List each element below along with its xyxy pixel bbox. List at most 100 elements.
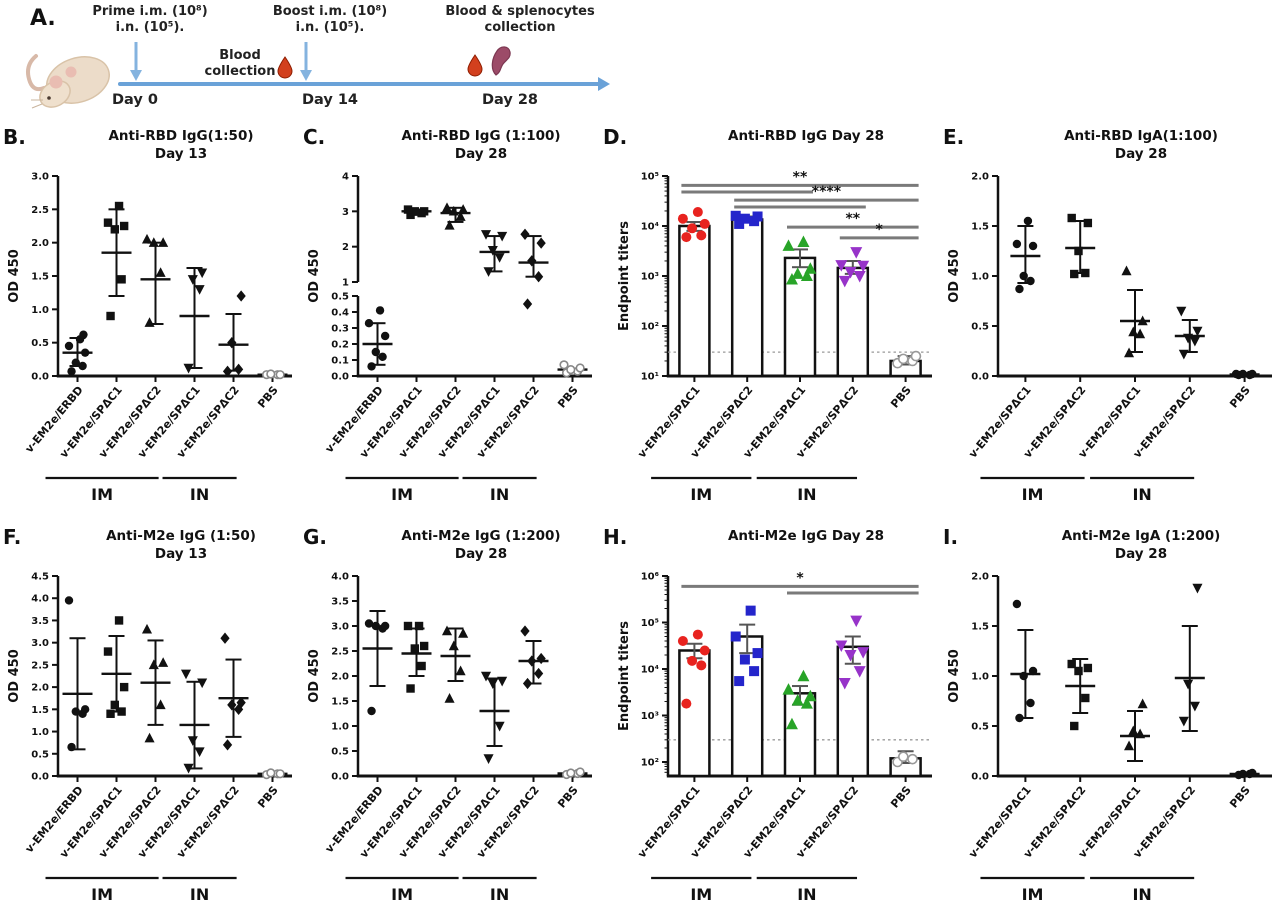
- svg-text:Endpoint titers: Endpoint titers: [617, 221, 632, 331]
- svg-text:1.5: 1.5: [971, 622, 989, 633]
- panel-g-svg: Anti-M2e IgG (1:200) Day 28 G. 0.0 0.5 1.0 1.5…: [303, 525, 592, 904]
- svg-text:IM: IM: [1022, 885, 1044, 904]
- svg-text:0.0: 0.0: [31, 772, 49, 783]
- svg-text:10⁴: 10⁴: [641, 222, 659, 233]
- svg-text:3.0: 3.0: [331, 622, 349, 633]
- svg-text:**: **: [845, 211, 860, 227]
- blood-drop-icon: [467, 54, 483, 77]
- panel-i-anti-m2e-iga-chart: Anti-M2e IgA (1:200) Day 28 I. 0.0 0.5 1.0 1.5…: [940, 522, 1280, 920]
- blood-drop-icon: [277, 56, 293, 79]
- svg-text:Anti-RBD IgG(1:50): Anti-RBD IgG(1:50): [108, 128, 253, 144]
- svg-text:IM: IM: [91, 885, 113, 904]
- svg-text:0.0: 0.0: [971, 372, 989, 383]
- day-28-label: Day 28: [481, 92, 539, 108]
- svg-text:IN: IN: [797, 485, 816, 504]
- panel-e-anti-rbd-iga-chart: Anti-RBD IgA(1:100) Day 28 E. 0.0 0.5 1.0 1.5 2…: [940, 122, 1280, 522]
- svg-text:OD 450: OD 450: [7, 249, 22, 303]
- svg-text:PBS: PBS: [255, 784, 281, 811]
- timeline-bar: [118, 82, 600, 86]
- panel-g-anti-m2e-igg-day28-chart: Anti-M2e IgG (1:200) Day 28 G. 0.0 0.5 1.0 1.5…: [300, 522, 600, 920]
- svg-text:Day 13: Day 13: [155, 146, 207, 162]
- svg-text:IN: IN: [797, 885, 816, 904]
- svg-text:Anti-M2e IgG Day 28: Anti-M2e IgG Day 28: [728, 528, 884, 544]
- svg-text:IM: IM: [1022, 485, 1044, 504]
- svg-text:C.: C.: [303, 125, 325, 149]
- svg-text:PBS: PBS: [555, 784, 581, 811]
- svg-text:Day 28: Day 28: [455, 546, 507, 562]
- panel-e-svg: Anti-RBD IgA(1:100) Day 28 E. 0.0 0.5 1.0 1.5 2…: [943, 125, 1272, 504]
- svg-text:v-EM2e/SPΔC2: v-EM2e/SPΔC2: [1131, 784, 1199, 861]
- svg-text:1.0: 1.0: [31, 305, 49, 316]
- svg-text:**: **: [793, 169, 808, 185]
- panel-b-svg: Anti-RBD IgG(1:50) Day 13 B. 0.0 0.5 1.0 1.5 2.…: [3, 125, 292, 504]
- svg-text:IN: IN: [490, 485, 509, 504]
- svg-text:PBS: PBS: [888, 384, 914, 411]
- svg-text:PBS: PBS: [888, 784, 914, 811]
- panel-c-anti-rbd-igg-day28-chart: Anti-RBD IgG (1:100) Day 28 C. 0.0 0.1 0.2 0.3…: [300, 122, 600, 522]
- svg-text:OD 450: OD 450: [7, 649, 22, 703]
- svg-text:PBS: PBS: [1227, 384, 1253, 411]
- svg-text:0.5: 0.5: [31, 749, 49, 760]
- svg-text:10⁵: 10⁵: [641, 172, 659, 183]
- boost-label: Boost i.m. (10⁸) i.n. (10⁵).: [272, 4, 388, 36]
- svg-text:I.: I.: [943, 525, 958, 549]
- svg-text:10⁴: 10⁴: [641, 665, 659, 676]
- svg-text:0.3: 0.3: [331, 324, 349, 335]
- svg-text:4.0: 4.0: [331, 572, 349, 583]
- svg-text:2.5: 2.5: [31, 660, 49, 671]
- boost-injection-arrow-icon: [300, 42, 312, 81]
- svg-text:0.5: 0.5: [971, 722, 989, 733]
- svg-text:1.5: 1.5: [31, 272, 49, 283]
- svg-text:1: 1: [342, 278, 349, 289]
- svg-text:Anti-RBD IgG Day 28: Anti-RBD IgG Day 28: [728, 128, 884, 144]
- svg-text:0.0: 0.0: [31, 372, 49, 383]
- svg-text:****: ****: [812, 184, 842, 200]
- svg-text:PBS: PBS: [1227, 784, 1253, 811]
- svg-text:PBS: PBS: [555, 384, 581, 411]
- svg-text:Anti-M2e IgG (1:50): Anti-M2e IgG (1:50): [106, 528, 256, 544]
- svg-text:Day 28: Day 28: [1115, 146, 1167, 162]
- svg-text:IM: IM: [391, 485, 413, 504]
- panel-a-letter: A.: [30, 6, 56, 31]
- svg-text:IM: IM: [391, 885, 413, 904]
- svg-text:1.0: 1.0: [331, 722, 349, 733]
- svg-text:0.1: 0.1: [331, 356, 349, 367]
- svg-text:IN: IN: [190, 485, 209, 504]
- svg-text:2.5: 2.5: [31, 205, 49, 216]
- svg-text:Anti-M2e IgG (1:200): Anti-M2e IgG (1:200): [401, 528, 560, 544]
- svg-text:1.5: 1.5: [31, 705, 49, 716]
- svg-text:3.0: 3.0: [31, 638, 49, 649]
- svg-text:G.: G.: [303, 525, 327, 549]
- svg-text:OD 450: OD 450: [947, 649, 962, 703]
- spleen-icon: [491, 46, 511, 76]
- svg-text:2.0: 2.0: [971, 572, 989, 583]
- svg-text:10¹: 10¹: [641, 372, 659, 383]
- svg-text:3.5: 3.5: [31, 616, 49, 627]
- svg-text:0.5: 0.5: [331, 292, 349, 303]
- svg-text:4.0: 4.0: [31, 594, 49, 605]
- svg-text:*: *: [796, 570, 804, 586]
- svg-text:1.0: 1.0: [971, 272, 989, 283]
- panel-d-svg: Anti-RBD IgG Day 28 D. 10¹ 10² 10³ 10⁴ 10⁵ Endp…: [603, 125, 932, 504]
- panel-f-anti-m2e-igg-day13-chart: Anti-M2e IgG (1:50) Day 13 F. 0.0 0.5 1.0 1.5 2…: [0, 522, 300, 920]
- svg-text:IN: IN: [190, 885, 209, 904]
- svg-text:10²: 10²: [641, 758, 659, 769]
- svg-text:Day 28: Day 28: [1115, 546, 1167, 562]
- svg-text:PBS: PBS: [255, 384, 281, 411]
- svg-text:2.0: 2.0: [331, 672, 349, 683]
- svg-text:OD 450: OD 450: [307, 249, 322, 303]
- svg-text:IN: IN: [1132, 485, 1151, 504]
- final-collection-label: Blood & splenocytes collection: [445, 4, 595, 36]
- svg-text:1.0: 1.0: [31, 727, 49, 738]
- svg-text:2.0: 2.0: [971, 172, 989, 183]
- svg-text:B.: B.: [3, 125, 26, 149]
- svg-text:10⁵: 10⁵: [641, 618, 659, 629]
- svg-text:2.0: 2.0: [31, 238, 49, 249]
- svg-text:IM: IM: [91, 485, 113, 504]
- svg-text:4: 4: [342, 172, 349, 183]
- timeline-arrow-head: [598, 77, 610, 91]
- svg-text:IN: IN: [490, 885, 509, 904]
- mouse-icon: [26, 54, 110, 109]
- svg-text:F.: F.: [3, 525, 21, 549]
- panel-i-svg: Anti-M2e IgA (1:200) Day 28 I. 0.0 0.5 1.0 1.5…: [943, 525, 1272, 904]
